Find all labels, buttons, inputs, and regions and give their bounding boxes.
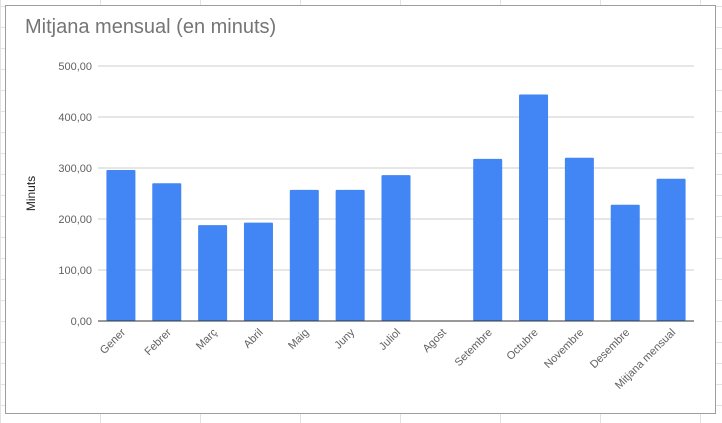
x-tick-label: Novembre: [542, 327, 586, 371]
y-tick-label: 300,00: [58, 163, 92, 175]
y-tick-label: 400,00: [58, 112, 92, 124]
y-tick-label: 0,00: [71, 316, 92, 328]
x-tick-label: Setembre: [453, 327, 495, 369]
x-tick-label: Agost: [421, 327, 449, 355]
bar: [381, 175, 411, 321]
bar: [335, 189, 365, 321]
bar: [106, 170, 136, 321]
x-tick-label: Desembre: [588, 327, 632, 371]
y-tick-label: 500,00: [58, 61, 92, 73]
chart-title: Mitjana mensual (en minuts): [25, 16, 277, 38]
x-tick-label: Octubre: [504, 327, 540, 363]
x-tick-label: Gener: [98, 326, 128, 356]
y-axis-title: Minuts: [24, 176, 38, 211]
bar: [564, 157, 594, 321]
bar: [473, 158, 503, 321]
x-tick-label: Març: [194, 326, 220, 352]
x-tick-label: Juliol: [377, 327, 403, 353]
x-tick-label: Juny: [332, 326, 357, 351]
bar: [610, 204, 640, 321]
bar: [289, 189, 319, 321]
x-tick-label: Maig: [286, 327, 311, 352]
y-tick-label: 100,00: [58, 265, 92, 277]
x-tick-label: Febrer: [142, 326, 174, 358]
bar: [656, 178, 686, 321]
bar: [519, 94, 549, 321]
bar: [198, 225, 228, 321]
bar: [152, 183, 182, 321]
y-tick-label: 200,00: [58, 214, 92, 226]
x-tick-label: Abril: [242, 327, 266, 351]
bar: [243, 222, 273, 321]
